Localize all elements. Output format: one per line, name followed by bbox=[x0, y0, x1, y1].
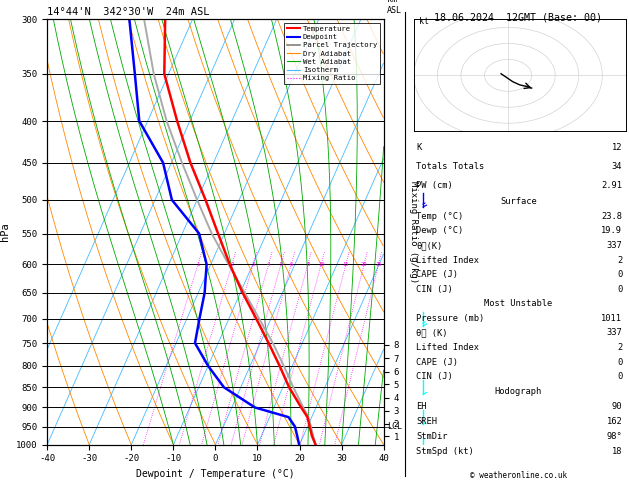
Y-axis label: Mixing Ratio (g/kg): Mixing Ratio (g/kg) bbox=[409, 181, 418, 283]
Text: Lifted Index: Lifted Index bbox=[416, 256, 479, 264]
Text: Temp (°C): Temp (°C) bbox=[416, 212, 464, 221]
Text: 15: 15 bbox=[343, 262, 349, 267]
Text: 337: 337 bbox=[606, 241, 622, 250]
Text: StmDir: StmDir bbox=[416, 432, 448, 441]
Text: 12: 12 bbox=[612, 143, 622, 152]
Text: Surface: Surface bbox=[500, 197, 537, 206]
Text: SREH: SREH bbox=[416, 417, 437, 426]
Text: 19.9: 19.9 bbox=[601, 226, 622, 235]
Text: © weatheronline.co.uk: © weatheronline.co.uk bbox=[470, 471, 567, 480]
Text: 98°: 98° bbox=[606, 432, 622, 441]
Text: 1: 1 bbox=[196, 262, 199, 267]
Text: LCL: LCL bbox=[387, 422, 402, 431]
Text: Most Unstable: Most Unstable bbox=[484, 299, 552, 308]
Text: 25: 25 bbox=[376, 262, 382, 267]
Text: 0: 0 bbox=[617, 358, 622, 366]
Text: 2.91: 2.91 bbox=[601, 181, 622, 190]
X-axis label: Dewpoint / Temperature (°C): Dewpoint / Temperature (°C) bbox=[136, 469, 295, 479]
Text: 1011: 1011 bbox=[601, 314, 622, 323]
Text: 6: 6 bbox=[289, 262, 293, 267]
Text: 4: 4 bbox=[267, 262, 270, 267]
Text: 90: 90 bbox=[612, 402, 622, 411]
Text: 162: 162 bbox=[606, 417, 622, 426]
Text: CAPE (J): CAPE (J) bbox=[416, 358, 459, 366]
Text: 20: 20 bbox=[361, 262, 367, 267]
Text: 14°44'N  342°30'W  24m ASL: 14°44'N 342°30'W 24m ASL bbox=[47, 7, 209, 17]
Text: K: K bbox=[416, 143, 421, 152]
Text: 10: 10 bbox=[318, 262, 325, 267]
Y-axis label: hPa: hPa bbox=[1, 223, 11, 242]
Text: θᴇ (K): θᴇ (K) bbox=[416, 329, 448, 337]
Text: 0: 0 bbox=[617, 285, 622, 294]
Text: 18: 18 bbox=[612, 447, 622, 456]
Text: Pressure (mb): Pressure (mb) bbox=[416, 314, 485, 323]
Legend: Temperature, Dewpoint, Parcel Trajectory, Dry Adiabat, Wet Adiabat, Isotherm, Mi: Temperature, Dewpoint, Parcel Trajectory… bbox=[284, 23, 380, 84]
Text: 2: 2 bbox=[230, 262, 233, 267]
Text: EH: EH bbox=[416, 402, 427, 411]
Text: 5: 5 bbox=[279, 262, 282, 267]
Text: CIN (J): CIN (J) bbox=[416, 285, 454, 294]
Text: Totals Totals: Totals Totals bbox=[416, 162, 485, 171]
Text: 337: 337 bbox=[606, 329, 622, 337]
Text: Hodograph: Hodograph bbox=[494, 387, 542, 396]
Text: 2: 2 bbox=[617, 343, 622, 352]
Text: CIN (J): CIN (J) bbox=[416, 372, 454, 381]
Text: kt: kt bbox=[418, 17, 428, 26]
Text: θᴇ(K): θᴇ(K) bbox=[416, 241, 443, 250]
Text: 34: 34 bbox=[612, 162, 622, 171]
Text: 8: 8 bbox=[306, 262, 309, 267]
Text: Lifted Index: Lifted Index bbox=[416, 343, 479, 352]
Text: 0: 0 bbox=[617, 270, 622, 279]
Text: 0: 0 bbox=[617, 372, 622, 381]
Text: 3: 3 bbox=[252, 262, 255, 267]
Text: 18.06.2024  12GMT (Base: 00): 18.06.2024 12GMT (Base: 00) bbox=[434, 12, 603, 22]
Text: km
ASL: km ASL bbox=[387, 0, 402, 15]
Text: PW (cm): PW (cm) bbox=[416, 181, 454, 190]
Text: StmSpd (kt): StmSpd (kt) bbox=[416, 447, 474, 456]
Text: 2: 2 bbox=[617, 256, 622, 264]
Text: Dewp (°C): Dewp (°C) bbox=[416, 226, 464, 235]
Text: 23.8: 23.8 bbox=[601, 212, 622, 221]
Text: CAPE (J): CAPE (J) bbox=[416, 270, 459, 279]
